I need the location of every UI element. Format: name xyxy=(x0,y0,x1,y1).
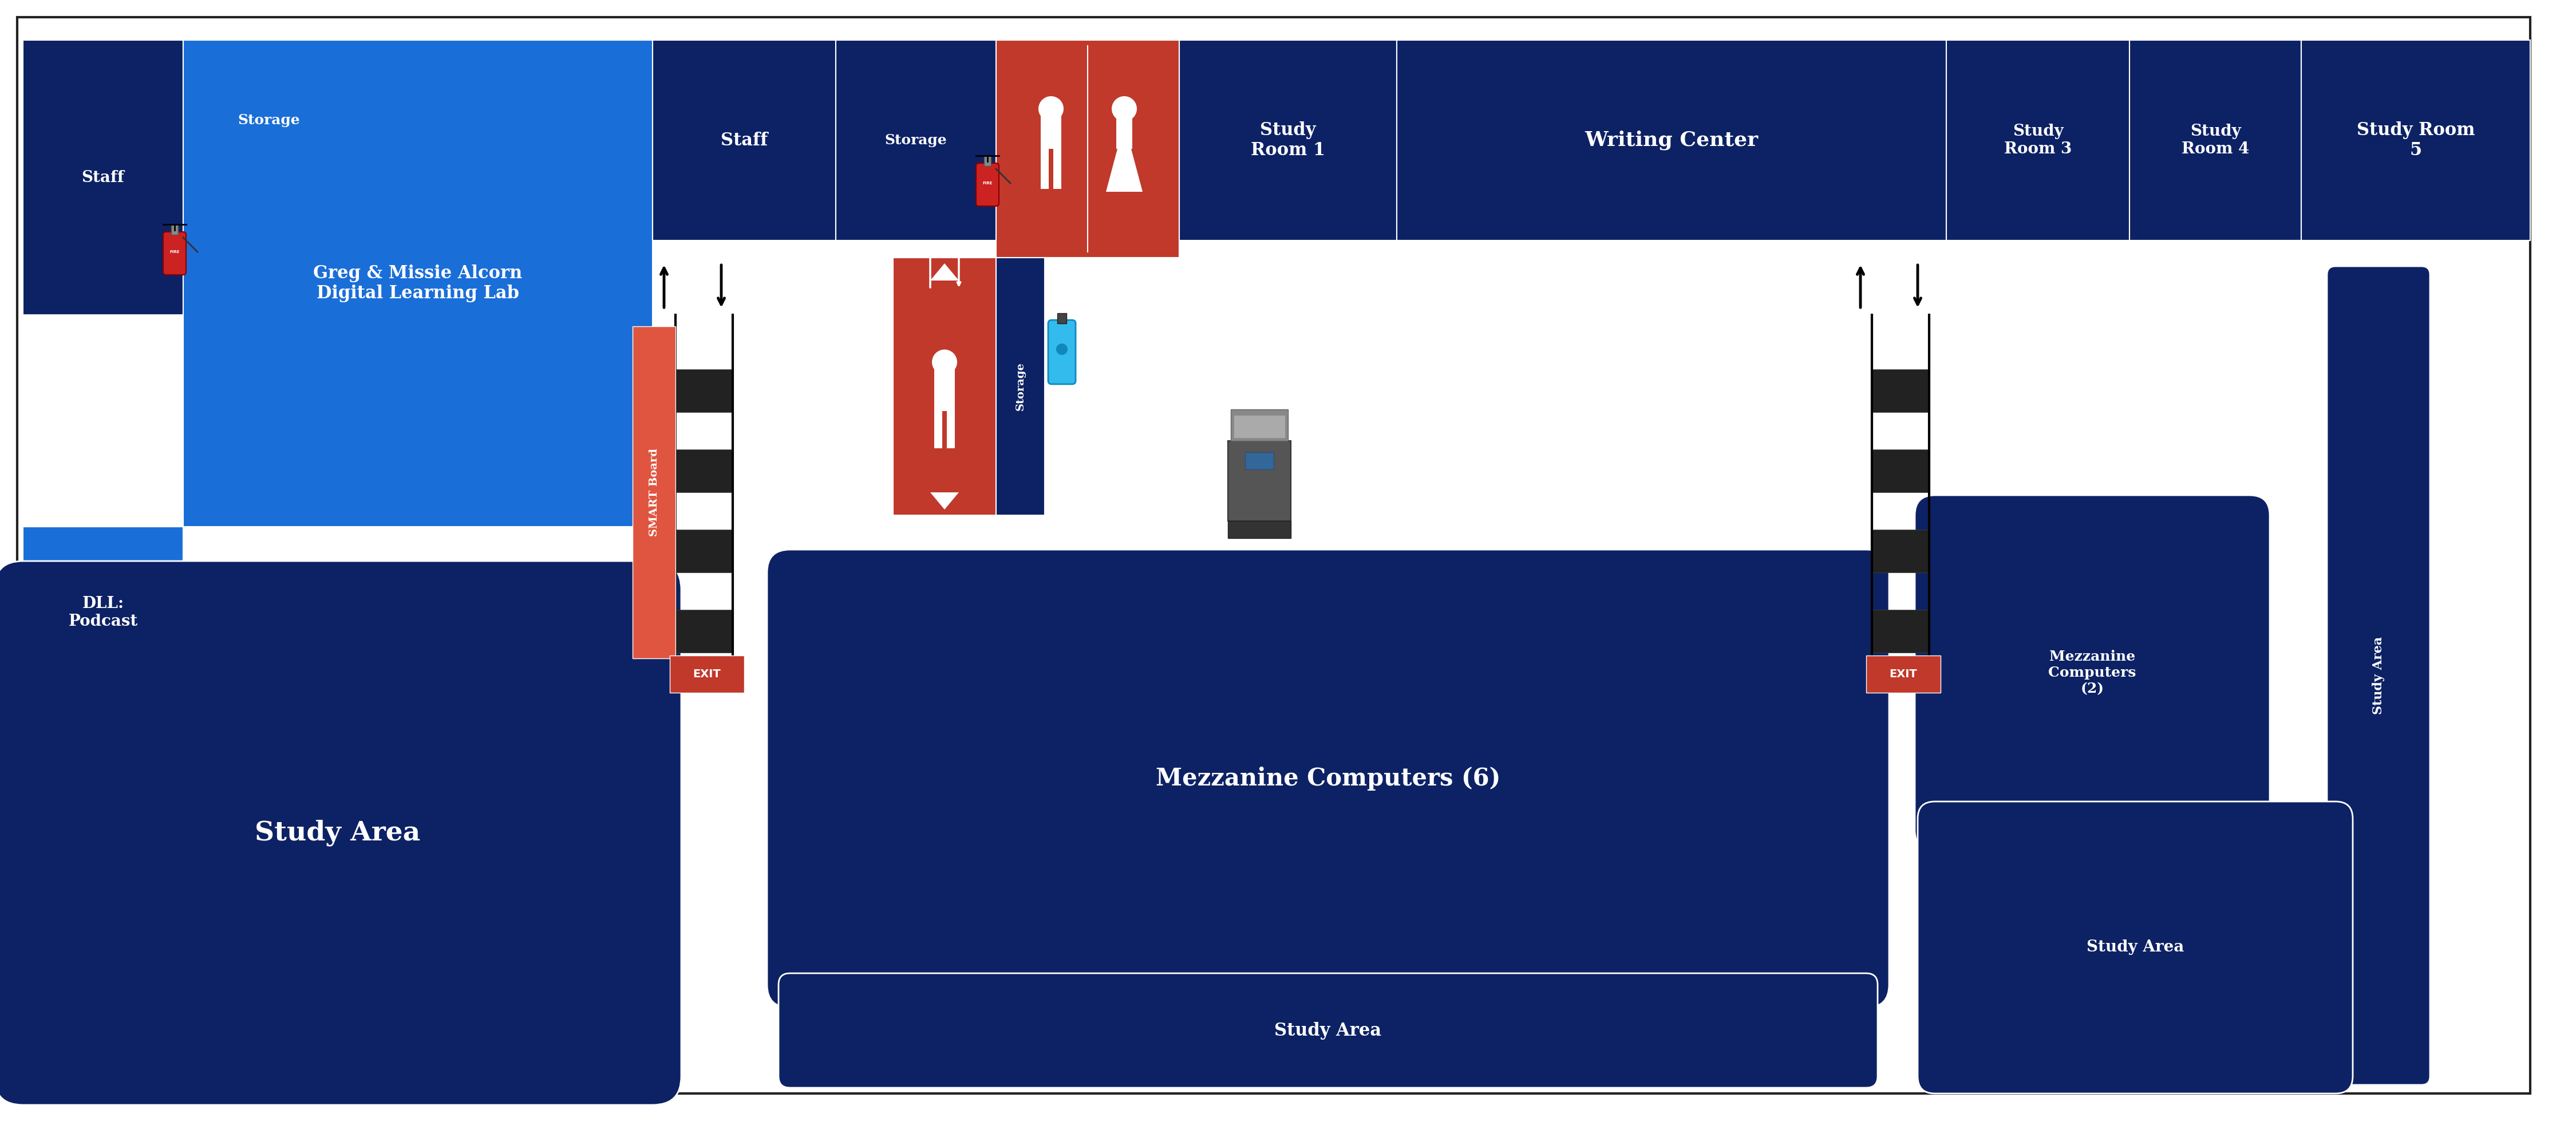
FancyBboxPatch shape xyxy=(1917,802,2352,1093)
FancyBboxPatch shape xyxy=(1914,495,2269,850)
Text: Study Area: Study Area xyxy=(2087,940,2184,955)
Text: Greg & Missie Alcorn
Digital Learning Lab: Greg & Missie Alcorn Digital Learning La… xyxy=(314,264,523,302)
Text: SMART Board: SMART Board xyxy=(649,448,659,536)
Bar xyxy=(1180,40,1396,240)
Text: EXIT: EXIT xyxy=(693,669,721,679)
Circle shape xyxy=(933,349,958,374)
Text: Mezzanine Computers (6): Mezzanine Computers (6) xyxy=(1157,767,1499,790)
Bar xyxy=(1115,109,1133,149)
Text: Study
Room 1: Study Room 1 xyxy=(1252,121,1324,159)
Text: Mezzanine
Computers
(2): Mezzanine Computers (2) xyxy=(2048,650,2136,695)
Text: EXIT: EXIT xyxy=(1888,669,1917,679)
Circle shape xyxy=(1038,96,1064,121)
Text: Study Area: Study Area xyxy=(2372,637,2385,714)
Bar xyxy=(1229,521,1291,538)
Text: DLL:
Podcast: DLL: Podcast xyxy=(70,595,137,630)
FancyBboxPatch shape xyxy=(2326,266,2429,1085)
Bar xyxy=(997,40,1180,258)
FancyBboxPatch shape xyxy=(1048,319,1077,385)
Bar xyxy=(675,449,732,492)
Text: Storage: Storage xyxy=(237,113,301,127)
Text: Study
Room 3: Study Room 3 xyxy=(2004,124,2071,157)
Bar xyxy=(1396,40,1947,240)
FancyBboxPatch shape xyxy=(768,550,1888,1008)
FancyBboxPatch shape xyxy=(778,973,1878,1088)
Bar xyxy=(675,529,732,572)
FancyBboxPatch shape xyxy=(976,164,999,206)
Bar xyxy=(634,326,675,658)
FancyBboxPatch shape xyxy=(0,561,680,1105)
Bar xyxy=(23,40,183,315)
Bar xyxy=(1873,609,1929,653)
Bar xyxy=(894,258,997,515)
Text: Staff: Staff xyxy=(721,132,768,149)
Text: Writing Center: Writing Center xyxy=(1584,131,1759,150)
Text: FIRE: FIRE xyxy=(981,181,992,184)
Bar xyxy=(948,411,956,448)
Circle shape xyxy=(1056,344,1066,355)
Bar xyxy=(1244,452,1273,469)
Text: Study Area: Study Area xyxy=(255,820,420,846)
FancyBboxPatch shape xyxy=(162,231,185,275)
Bar xyxy=(670,655,744,693)
Bar xyxy=(1873,449,1929,492)
Text: Storage: Storage xyxy=(1015,362,1025,411)
Bar xyxy=(1873,529,1929,572)
Bar xyxy=(1873,369,1929,412)
Bar xyxy=(1234,414,1285,437)
Bar xyxy=(1041,109,1061,149)
Text: Study
Room 4: Study Room 4 xyxy=(2182,124,2249,157)
Bar xyxy=(2130,40,2300,240)
Bar xyxy=(1231,410,1288,441)
Polygon shape xyxy=(930,263,958,281)
Text: Storage: Storage xyxy=(884,133,948,147)
Bar xyxy=(935,411,943,448)
Bar xyxy=(984,156,992,166)
Bar xyxy=(997,258,1046,515)
Bar xyxy=(652,40,835,240)
Bar xyxy=(2300,40,2530,240)
Bar xyxy=(1054,149,1061,189)
Bar xyxy=(1947,40,2130,240)
Bar xyxy=(1865,655,1940,693)
Text: Staff: Staff xyxy=(82,169,124,185)
Text: FIRE: FIRE xyxy=(170,250,180,253)
Bar xyxy=(675,609,732,653)
Bar xyxy=(1041,149,1048,189)
Text: Study Area: Study Area xyxy=(1275,1021,1381,1040)
Circle shape xyxy=(1113,96,1136,121)
Bar xyxy=(1229,441,1291,521)
Text: Study Room
5: Study Room 5 xyxy=(2357,121,2476,159)
Bar xyxy=(935,362,956,411)
Bar xyxy=(23,527,183,698)
Bar xyxy=(675,369,732,412)
Bar xyxy=(183,40,355,200)
Bar xyxy=(183,40,652,527)
Polygon shape xyxy=(930,492,958,510)
Bar xyxy=(170,224,178,235)
Polygon shape xyxy=(1105,149,1144,192)
Bar xyxy=(1056,313,1066,323)
Bar xyxy=(835,40,997,240)
